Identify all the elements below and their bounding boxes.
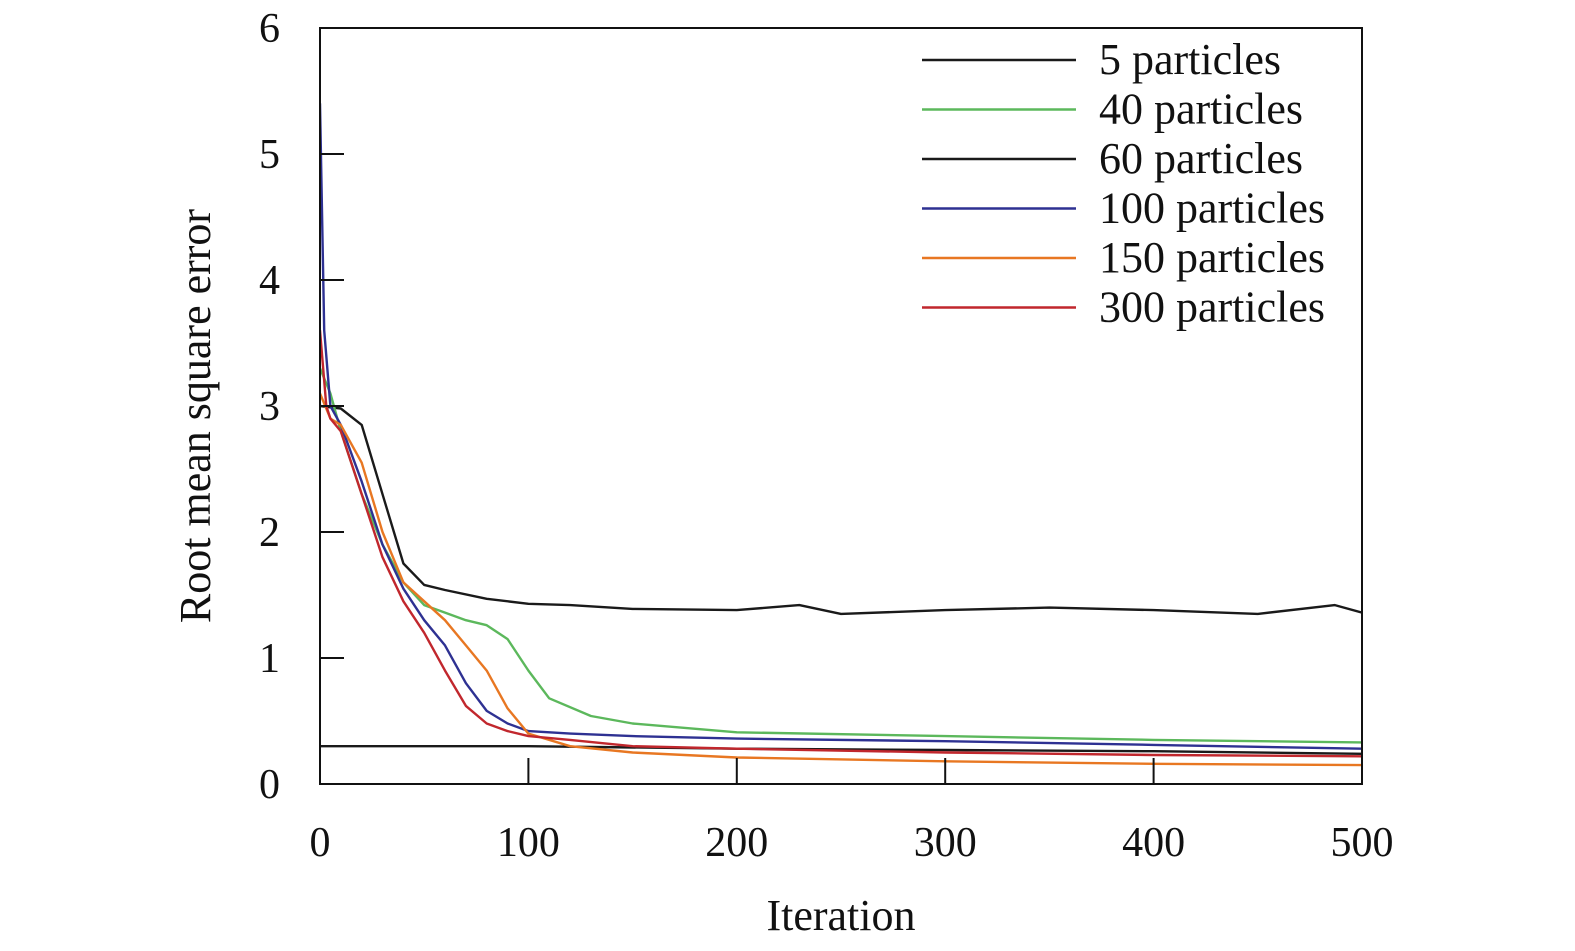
series-line-2	[320, 745, 1362, 755]
y-tick-label: 0	[259, 762, 280, 808]
y-axis-title: Root mean square error	[171, 209, 220, 624]
x-axis-title: Iteration	[766, 891, 915, 940]
series-line-4	[320, 392, 1362, 767]
y-tick-label: 5	[259, 132, 280, 178]
series-line-5	[320, 329, 1362, 758]
legend-label-0: 5 particles	[1099, 35, 1281, 84]
x-tick-label: 500	[1331, 820, 1394, 866]
y-tick-label: 3	[259, 384, 280, 430]
legend-label-1: 40 particles	[1099, 85, 1303, 134]
series-layer	[320, 102, 1362, 767]
x-tick-label: 200	[705, 820, 768, 866]
legend-label-5: 300 particles	[1099, 283, 1325, 332]
y-tick-label: 1	[259, 636, 280, 682]
y-tick-label: 2	[259, 510, 280, 556]
series-line-0	[320, 404, 1362, 616]
legend-label-3: 100 particles	[1099, 184, 1325, 233]
series-line-1	[320, 367, 1362, 744]
legend-label-2: 60 particles	[1099, 134, 1303, 183]
x-tick-label: 0	[310, 820, 331, 866]
x-tick-label: 400	[1122, 820, 1185, 866]
x-tick-label: 100	[497, 820, 560, 866]
legend-label-4: 150 particles	[1099, 233, 1325, 282]
y-tick-label: 6	[259, 6, 280, 52]
x-tick-label: 300	[914, 820, 977, 866]
ticks-layer: 0 100 200 300 400 500 0 1 2 3 4 5 6	[259, 6, 1394, 866]
y-tick-label: 4	[259, 258, 280, 304]
